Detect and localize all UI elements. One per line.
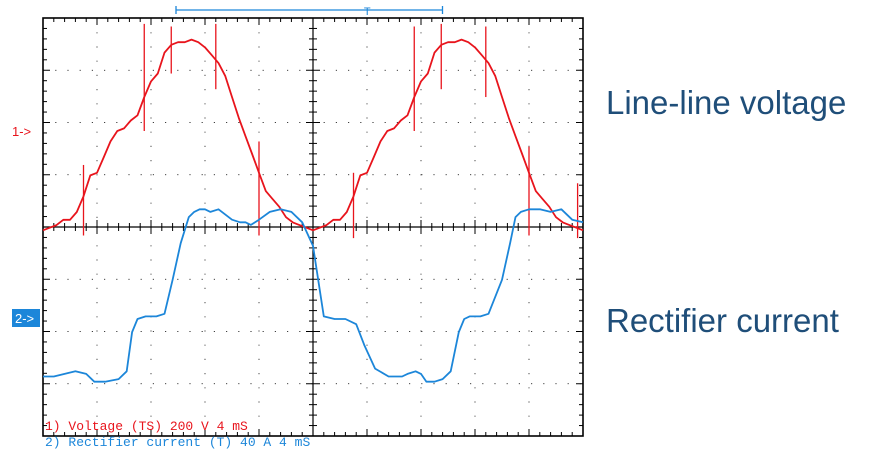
- trigger-bar: T: [175, 6, 444, 18]
- channel-2-scale-label: 2) Rectifier current (T) 40 A 4 mS: [45, 435, 310, 450]
- channel-2-marker: 2->: [15, 311, 34, 326]
- channel-1-marker: 1->: [12, 124, 31, 139]
- channel-1-scale-label: 1) Voltage (TS) 200 V 4 mS: [45, 419, 248, 434]
- channel-2-marker-box: [12, 309, 40, 327]
- current-trace: [43, 208, 584, 383]
- line-line-voltage-label: Line-line voltage: [606, 84, 847, 121]
- rectifier-current-label: Rectifier current: [606, 302, 839, 339]
- trigger-marker: T: [364, 6, 371, 18]
- graticule: [42, 17, 584, 437]
- traces: [42, 23, 584, 383]
- voltage-trace: [42, 38, 584, 232]
- channel-markers: 1-> 2->: [12, 124, 40, 327]
